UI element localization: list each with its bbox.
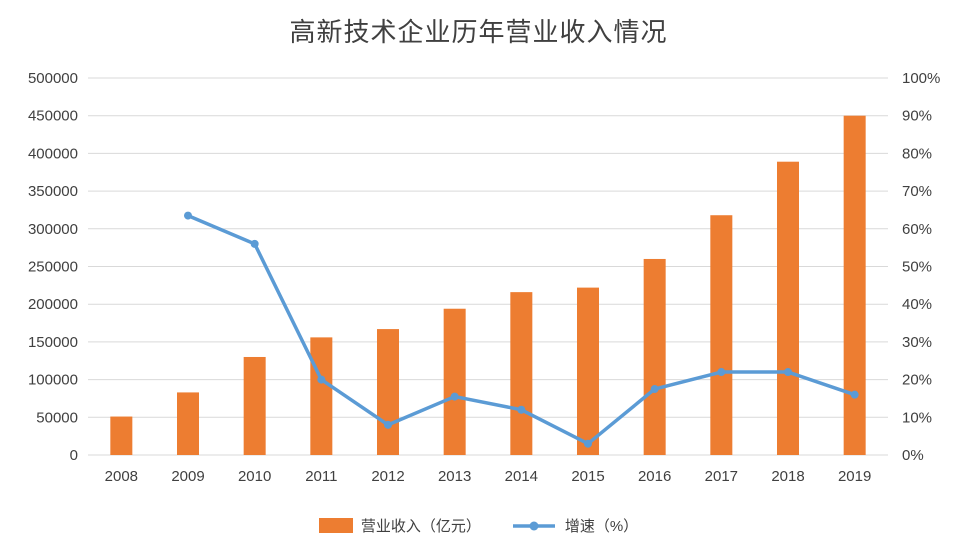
left-axis-tick-label: 450000 bbox=[28, 108, 78, 125]
growth-line-point bbox=[450, 392, 459, 401]
growth-line-point bbox=[784, 368, 792, 377]
legend: 营业收入（亿元） 增速（%） bbox=[0, 515, 957, 536]
growth-line-point bbox=[517, 405, 526, 414]
revenue-bar bbox=[510, 292, 533, 455]
left-axis-tick-label: 200000 bbox=[28, 296, 78, 313]
growth-line-point bbox=[650, 385, 659, 394]
left-axis-tick-label: 500000 bbox=[28, 70, 78, 87]
legend-item-growth: 增速（%） bbox=[511, 515, 638, 536]
right-axis-tick-label: 50% bbox=[902, 259, 932, 276]
right-axis-tick-label: 30% bbox=[902, 334, 932, 351]
legend-line-swatch bbox=[512, 521, 555, 530]
revenue-bar bbox=[777, 161, 799, 455]
legend-item-revenue: 营业收入（亿元） bbox=[318, 515, 481, 536]
growth-line-point bbox=[384, 420, 392, 429]
x-axis-tick-label: 2017 bbox=[705, 468, 738, 485]
right-axis-tick-label: 40% bbox=[902, 296, 932, 313]
x-axis-tick-label: 2014 bbox=[505, 468, 538, 485]
right-axis-tick-label: 10% bbox=[902, 409, 932, 426]
right-axis-tick-label: 60% bbox=[902, 221, 932, 238]
left-axis-tick-label: 250000 bbox=[28, 259, 78, 276]
left-axis-tick-label: 0 bbox=[70, 447, 78, 464]
revenue-bar bbox=[843, 115, 866, 455]
x-axis-tick-label: 2008 bbox=[105, 468, 138, 485]
right-axis-tick-label: 0% bbox=[902, 447, 924, 464]
x-axis-tick-label: 2015 bbox=[571, 468, 604, 485]
right-axis-tick-label: 80% bbox=[902, 145, 932, 162]
right-axis-tick-label: 20% bbox=[902, 372, 932, 389]
left-axis-tick-label: 350000 bbox=[28, 183, 78, 200]
x-axis-tick-label: 2013 bbox=[438, 468, 471, 485]
left-axis-tick-label: 100000 bbox=[28, 372, 78, 389]
growth-line-point bbox=[317, 375, 326, 384]
revenue-bar bbox=[243, 356, 266, 455]
x-axis-tick-label: 2012 bbox=[371, 468, 404, 485]
legend-dot-glyph bbox=[529, 521, 539, 530]
x-axis-tick-label: 2016 bbox=[638, 468, 671, 485]
x-axis-tick-label: 2019 bbox=[838, 468, 871, 485]
left-axis-tick-label: 150000 bbox=[28, 334, 78, 351]
legend-label-growth: 增速（%） bbox=[564, 518, 639, 535]
revenue-bar bbox=[310, 337, 333, 455]
legend-label-revenue: 营业收入（亿元） bbox=[360, 518, 481, 535]
revenue-bar bbox=[443, 308, 466, 455]
left-axis-tick-label: 400000 bbox=[28, 145, 78, 162]
revenue-bar bbox=[110, 416, 133, 455]
growth-line-point bbox=[717, 368, 726, 377]
x-axis-tick-label: 2010 bbox=[238, 468, 271, 485]
x-axis-tick-label: 2011 bbox=[305, 468, 337, 485]
growth-line-point bbox=[184, 211, 192, 220]
revenue-bar bbox=[577, 287, 599, 455]
revenue-bar bbox=[377, 329, 399, 455]
growth-line-point bbox=[850, 390, 859, 399]
growth-line-point bbox=[250, 239, 259, 248]
chart-title: 高新技术企业历年营业收入情况 bbox=[289, 18, 668, 47]
right-axis-tick-label: 70% bbox=[902, 183, 932, 200]
left-axis-tick-label: 300000 bbox=[28, 221, 78, 238]
growth-line-point bbox=[584, 439, 592, 448]
revenue-bar bbox=[643, 258, 666, 455]
x-axis-tick-label: 2009 bbox=[171, 468, 204, 485]
right-axis-tick-label: 100% bbox=[902, 70, 940, 87]
revenue-bar bbox=[177, 392, 199, 455]
right-axis-tick-label: 90% bbox=[902, 108, 932, 125]
legend-bar-swatch bbox=[318, 518, 353, 533]
x-axis-tick-label: 2018 bbox=[771, 468, 804, 485]
revenue-bar bbox=[710, 215, 733, 455]
left-axis-tick-label: 50000 bbox=[36, 409, 78, 426]
